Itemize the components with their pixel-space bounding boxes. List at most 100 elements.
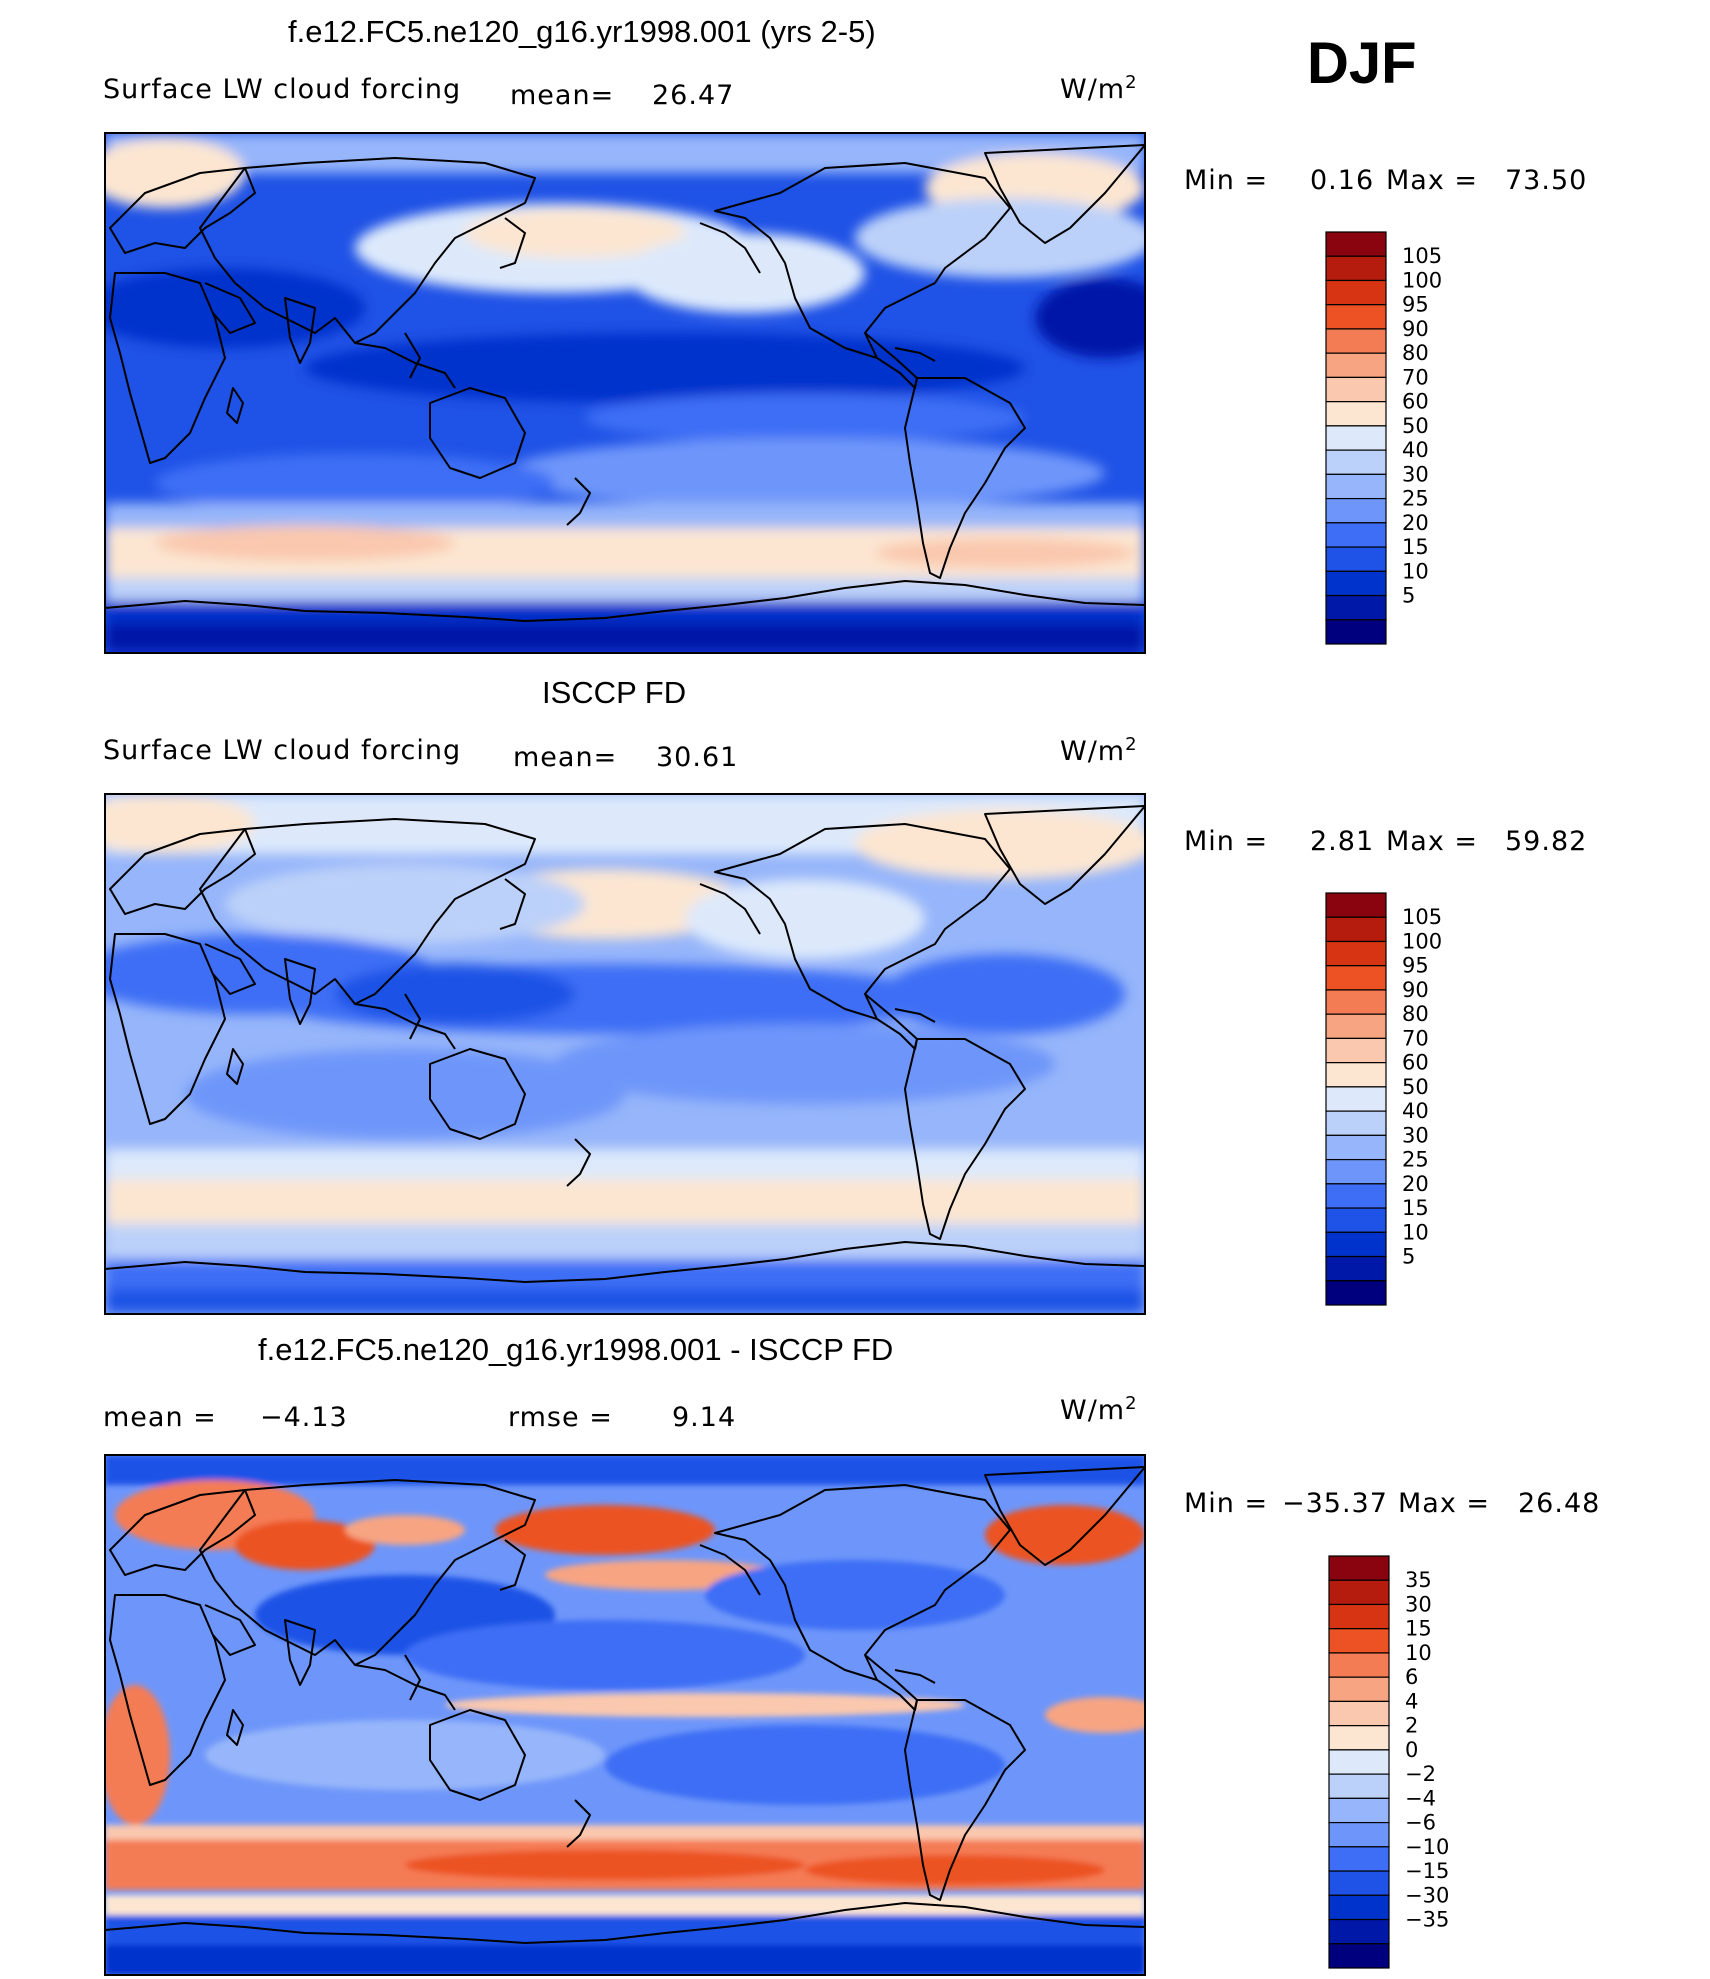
colorbar-label: 100 <box>1402 929 1442 953</box>
panel2-units-exp: 2 <box>1125 734 1138 755</box>
panel3-rmse-label: rmse = <box>508 1402 613 1433</box>
colorbar-box <box>1325 449 1387 475</box>
colorbar-label: 95 <box>1402 954 1429 978</box>
colorbar-label: −6 <box>1405 1811 1436 1835</box>
colorbar-box <box>1325 989 1387 1015</box>
panel2-mean-value: 30.61 <box>656 742 739 773</box>
panel2-min-value: 2.81 <box>1310 826 1375 857</box>
colorbar-label: 10 <box>1402 559 1429 583</box>
colorbar-label: −10 <box>1405 1835 1449 1859</box>
colorbar-label: 6 <box>1405 1665 1418 1689</box>
colorbar-label: 30 <box>1405 1592 1432 1616</box>
colorbar-box <box>1325 425 1387 451</box>
colorbar-box <box>1328 1725 1390 1751</box>
colorbar-box <box>1325 473 1387 500</box>
colorbar-box <box>1325 401 1387 427</box>
colorbar-box <box>1328 1894 1390 1921</box>
colorbar-box <box>1328 1749 1390 1775</box>
map-obs-frame <box>104 793 1146 1315</box>
colorbar-box <box>1328 1676 1390 1703</box>
colorbar-label: −35 <box>1405 1908 1449 1932</box>
colorbar-label: 20 <box>1402 511 1429 535</box>
colorbar-box <box>1325 304 1387 330</box>
colorbar-box <box>1325 570 1387 597</box>
colorbar-box <box>1328 1579 1390 1606</box>
colorbar-box <box>1328 1870 1390 1896</box>
panel2-units-text: W/m <box>1060 736 1126 767</box>
panel3-units-exp: 2 <box>1125 1393 1138 1414</box>
colorbar-label: 105 <box>1402 905 1442 929</box>
colorbar-box <box>1325 619 1387 645</box>
colorbar-box <box>1328 1773 1390 1799</box>
panel1-max-label: Max = <box>1386 165 1479 196</box>
panel1-mean-value: 26.47 <box>652 80 735 111</box>
colorbar-label: 35 <box>1405 1568 1432 1592</box>
colorbar-box <box>1328 1628 1390 1654</box>
colorbar-label: 20 <box>1402 1172 1429 1196</box>
panel1-title: f.e12.FC5.ne120_g16.yr1998.001 (yrs 2-5) <box>288 14 876 49</box>
colorbar-label: 80 <box>1402 1002 1429 1026</box>
colorbar-label: 10 <box>1402 1220 1429 1244</box>
colorbar-label: 105 <box>1402 244 1442 268</box>
panel3-mean-label: mean = <box>103 1402 217 1433</box>
colorbar-box <box>1325 522 1387 548</box>
colorbar-label: 60 <box>1402 1051 1429 1075</box>
colorbar-label: 80 <box>1402 341 1429 365</box>
panel3-min-value: −35.37 <box>1282 1488 1388 1519</box>
colorbar-box <box>1325 892 1387 918</box>
colorbar-box <box>1325 1086 1387 1112</box>
colorbar-label: 50 <box>1402 1075 1429 1099</box>
colorbar-box <box>1328 1797 1390 1824</box>
colorbar-label: 4 <box>1405 1689 1418 1713</box>
map-diff-frame <box>104 1454 1146 1976</box>
map-model-frame <box>104 132 1146 654</box>
panel2-min-label: Min = <box>1184 826 1269 857</box>
colorbar-box <box>1325 1231 1387 1258</box>
panel2-variable: Surface LW cloud forcing <box>103 735 462 766</box>
panel3-rmse-value: 9.14 <box>672 1402 737 1433</box>
colorbar-label: 15 <box>1402 1196 1429 1220</box>
colorbar-label: 40 <box>1402 438 1429 462</box>
panel1-max-value: 73.50 <box>1505 165 1588 196</box>
colorbar-box <box>1325 497 1387 524</box>
panel3-title: f.e12.FC5.ne120_g16.yr1998.001 - ISCCP F… <box>258 1332 894 1367</box>
colorbar-box <box>1325 1207 1387 1233</box>
colorbar-label: 25 <box>1402 487 1429 511</box>
colorbar-label: −2 <box>1405 1762 1436 1786</box>
map-obs <box>105 794 1145 1314</box>
colorbar-box <box>1328 1700 1390 1727</box>
colorbar-box <box>1328 1918 1390 1945</box>
colorbar-box <box>1325 279 1387 306</box>
panel2-units: W/m2 <box>1060 734 1138 767</box>
colorbar-box <box>1328 1603 1390 1630</box>
colorbar-box <box>1328 1555 1390 1581</box>
colorbar-box <box>1325 231 1387 257</box>
panel3-min-label: Min = <box>1184 1488 1269 1519</box>
colorbar-box <box>1328 1943 1390 1969</box>
colorbar-box <box>1325 940 1387 967</box>
colorbar-label: 70 <box>1402 365 1429 389</box>
panel1-variable: Surface LW cloud forcing <box>103 74 462 105</box>
colorbar-label: 50 <box>1402 414 1429 438</box>
panel2-title: ISCCP FD <box>542 675 687 710</box>
panel1-mean-label: mean= <box>510 80 615 111</box>
colorbar-box <box>1328 1821 1390 1848</box>
colorbar-label: −15 <box>1405 1859 1449 1883</box>
colorbar-label: 15 <box>1402 535 1429 559</box>
colorbar-label: 5 <box>1402 584 1415 608</box>
colorbar-label: 95 <box>1402 293 1429 317</box>
map-diff <box>105 1455 1145 1975</box>
colorbar-box <box>1325 1037 1387 1064</box>
colorbar-box <box>1325 1183 1387 1209</box>
colorbar-label: 5 <box>1402 1245 1415 1269</box>
colorbar-label: 15 <box>1405 1617 1432 1641</box>
panel3-mean-value: −4.13 <box>260 1402 348 1433</box>
panel1-min-label: Min = <box>1184 165 1269 196</box>
colorbar-box <box>1325 255 1387 282</box>
colorbar-box <box>1325 376 1387 403</box>
colorbar-box <box>1325 1255 1387 1282</box>
panel1-units-exp: 2 <box>1125 72 1138 93</box>
colorbar-label: 30 <box>1402 1123 1429 1147</box>
colorbar-label: 0 <box>1405 1738 1418 1762</box>
panel3-units: W/m2 <box>1060 1393 1138 1426</box>
